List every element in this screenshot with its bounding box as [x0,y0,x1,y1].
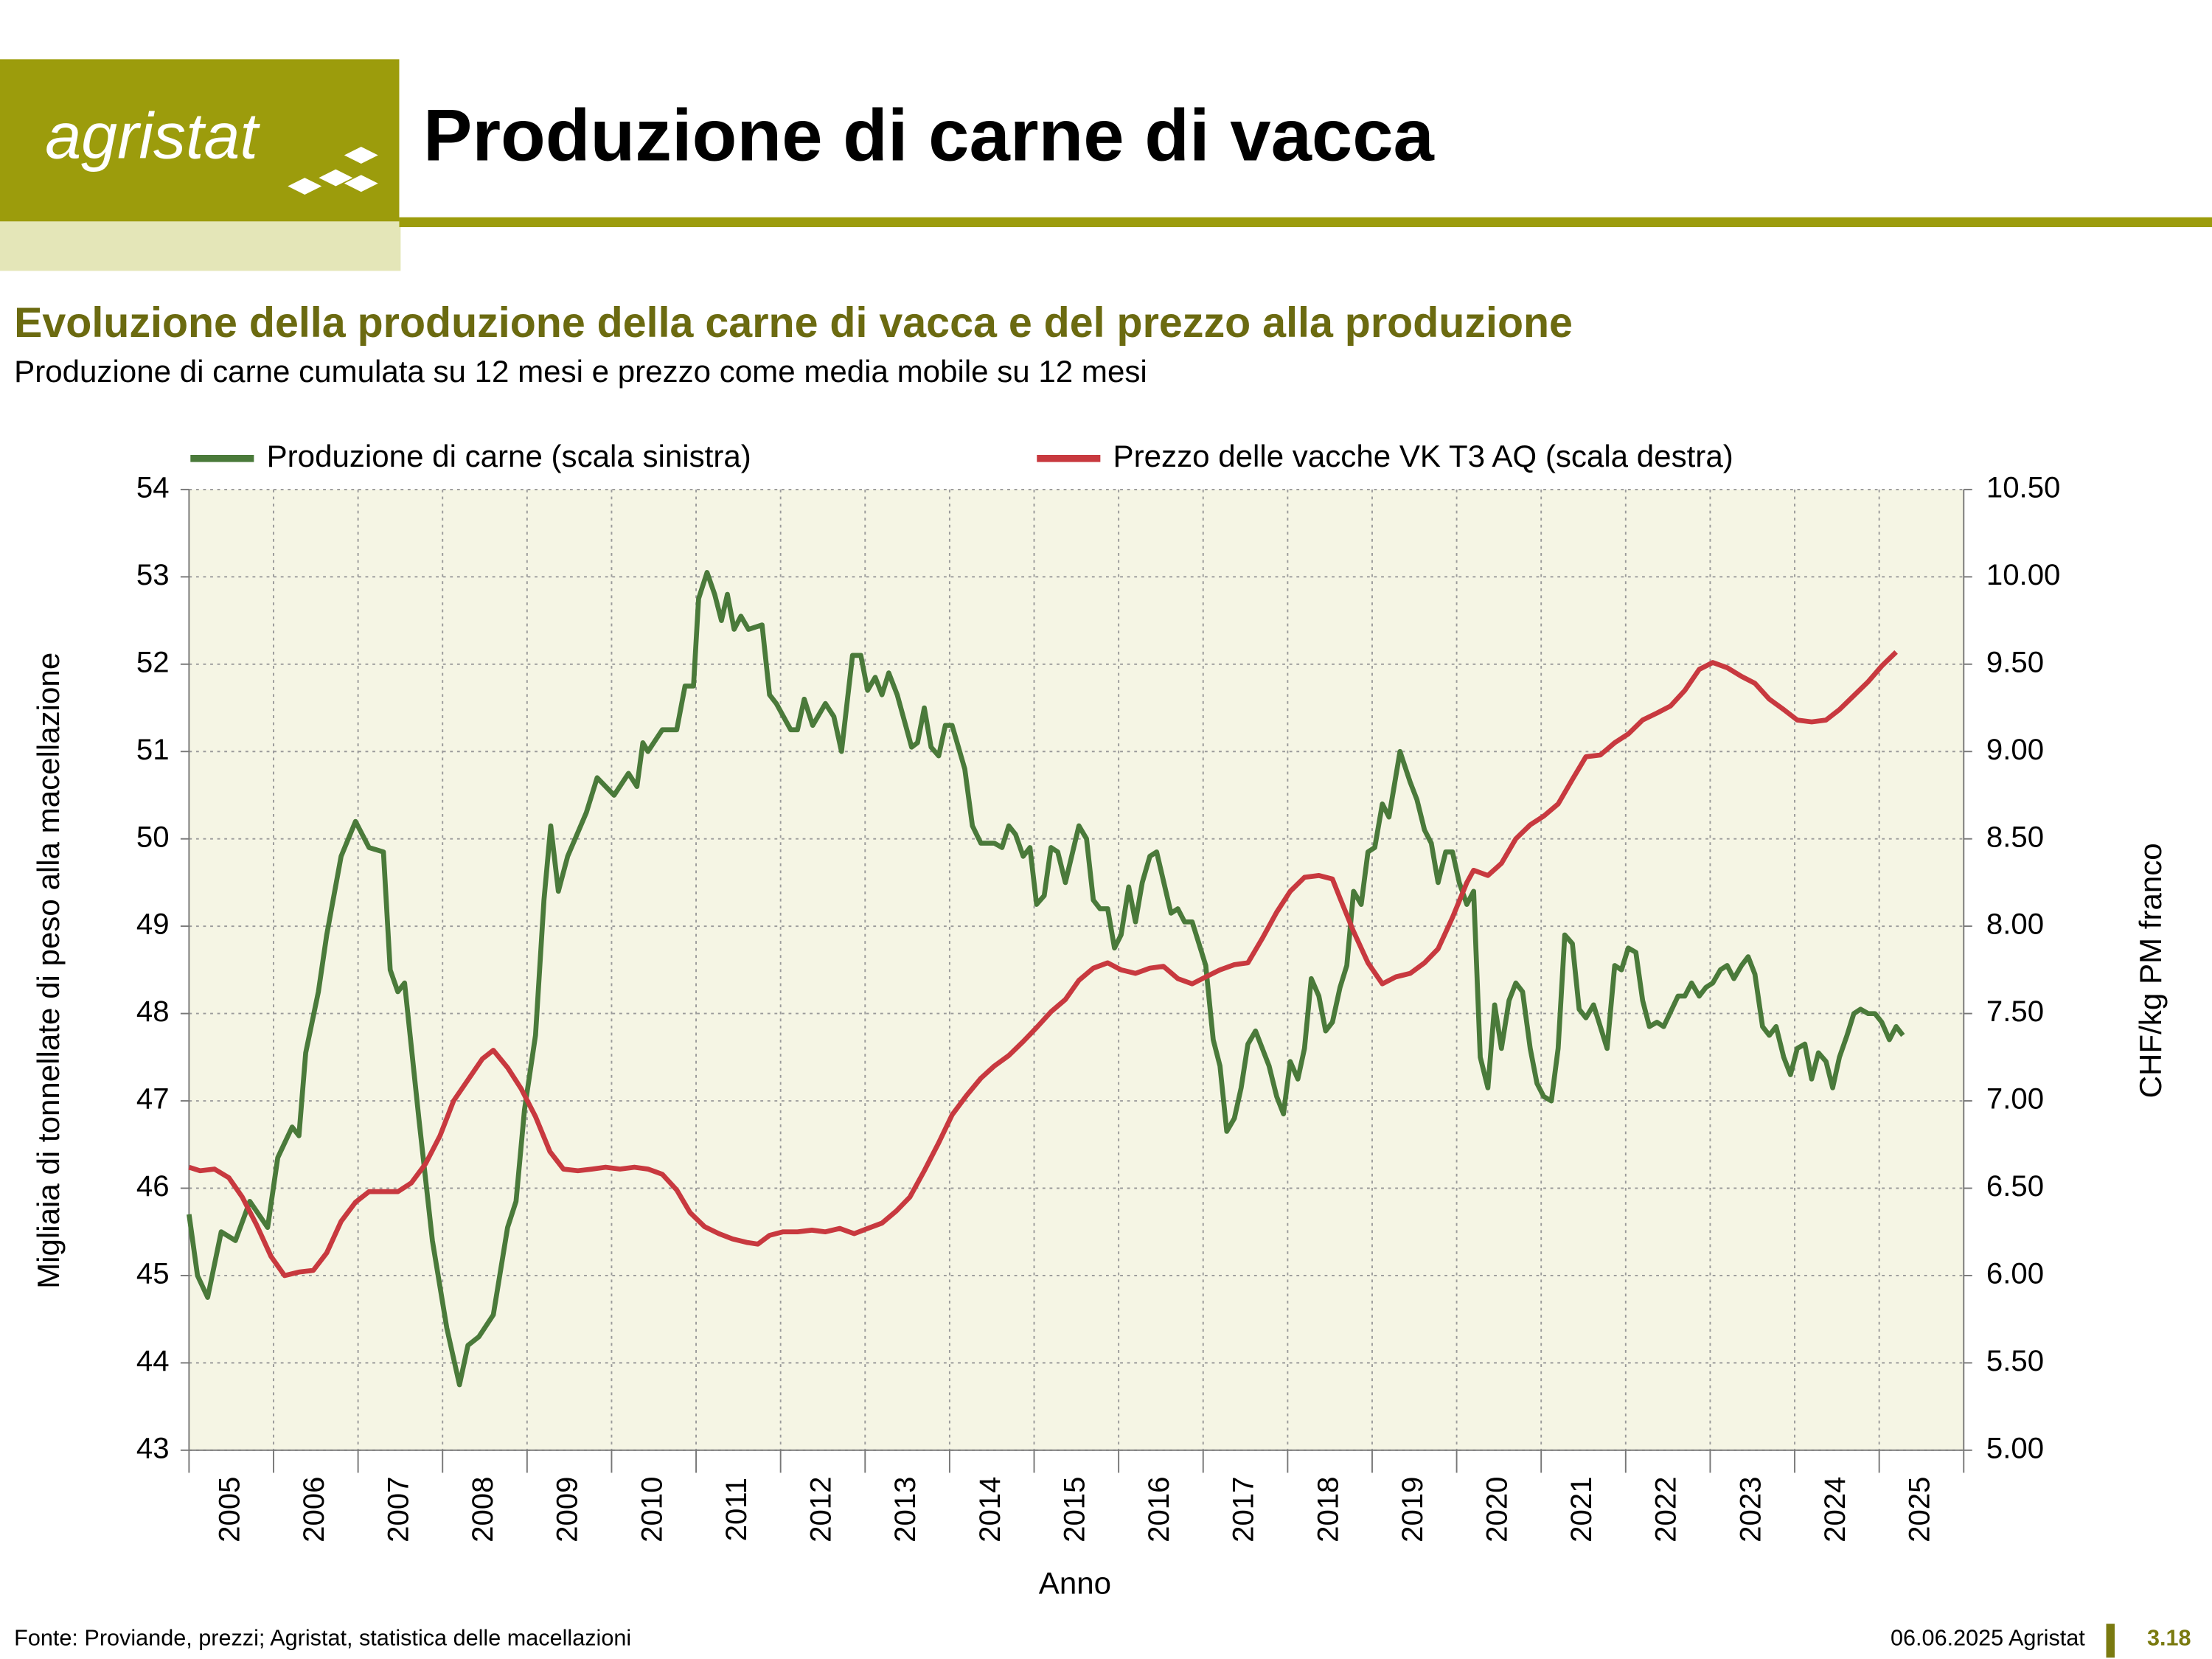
x-axis-label: Anno [1039,1566,1111,1601]
x-tick-label: 2008 [466,1477,499,1543]
y-tick-label: 49 [136,908,170,941]
y2-tick-label: 6.50 [1986,1169,2044,1203]
x-tick-label: 2009 [551,1477,584,1543]
y2-tick-label: 8.50 [1986,820,2044,853]
logo-text: agristat [45,100,260,173]
y2-tick-label: 10.50 [1986,471,2061,504]
y2-tick-label: 9.00 [1986,733,2044,766]
footer-bar [2106,1624,2115,1658]
y2-tick-label: 7.50 [1986,995,2044,1028]
y-tick-label: 50 [136,820,170,853]
x-tick-label: 2022 [1649,1477,1683,1543]
legend-label: Prezzo delle vacche VK T3 AQ (scala dest… [1113,439,1733,473]
logo-band [0,221,401,271]
y-tick-label: 46 [136,1169,170,1203]
x-tick-label: 2011 [720,1478,753,1541]
y2-tick-label: 8.00 [1986,908,2044,941]
x-tick-label: 2024 [1818,1477,1851,1543]
plot: 43 44 45 46 47 48 49 50 51 52 53 54 5.00 5.50 6.00 6.50… [136,439,2060,1543]
series-line [187,570,1905,1388]
x-tick-label: 2019 [1396,1477,1429,1543]
y2-tick-label: 9.50 [1986,645,2044,678]
y2-axis-label: CHF/kg PM franco [2133,843,2168,1098]
y-tick-label: 47 [136,1082,170,1116]
y-tick-label: 51 [136,733,170,766]
y-tick-label: 44 [136,1344,170,1377]
page-title: Produzione di carne di vacca [423,95,1435,177]
y2-tick-label: 10.00 [1986,558,2061,591]
x-tick-label: 2023 [1733,1477,1767,1543]
y-tick-label: 43 [136,1431,170,1464]
x-tick-label: 2012 [804,1477,838,1543]
x-tick-label: 2025 [1903,1477,1936,1543]
chart-title: Evoluzione della produzione della carne … [14,299,1573,347]
chart-subtitle: Produzione di carne cumulata su 12 mesi … [14,354,1147,389]
x-tick-label: 2007 [382,1477,415,1543]
x-tick-label: 2015 [1057,1477,1091,1543]
footer-date: 06.06.2025 Agristat [1891,1625,2085,1650]
x-tick-label: 2017 [1227,1477,1260,1543]
x-tick-label: 2018 [1311,1477,1344,1543]
y2-tick-label: 5.50 [1986,1344,2044,1377]
x-tick-label: 2005 [212,1477,246,1543]
x-tick-label: 2020 [1480,1477,1513,1543]
y-tick-label: 45 [136,1257,170,1290]
legend-label: Produzione di carne (scala sinistra) [267,439,751,473]
y-tick-label: 53 [136,558,170,591]
series-line [188,650,1898,1279]
x-tick-label: 2006 [297,1477,330,1543]
y2-tick-label: 7.00 [1986,1082,2044,1116]
header-rule [399,217,2212,228]
footer-page: 3.18 [2147,1625,2191,1650]
logo-box [0,59,400,222]
y2-tick-label: 5.00 [1986,1431,2044,1464]
y-tick-label: 52 [136,645,170,678]
x-tick-label: 2013 [888,1477,922,1543]
plot-area [189,489,1964,1450]
x-tick-label: 2010 [635,1477,668,1543]
y-tick-label: 48 [136,995,170,1028]
x-tick-label: 2016 [1142,1477,1175,1543]
x-tick-label: 2014 [973,1477,1006,1543]
footer-source: Fonte: Proviande, prezzi; Agristat, stat… [14,1625,631,1650]
y2-tick-label: 6.00 [1986,1257,2044,1290]
y-tick-label: 54 [136,471,170,504]
x-tick-label: 2021 [1565,1477,1598,1543]
y-axis-label: Migliaia di tonnellate di peso alla mace… [31,653,66,1289]
